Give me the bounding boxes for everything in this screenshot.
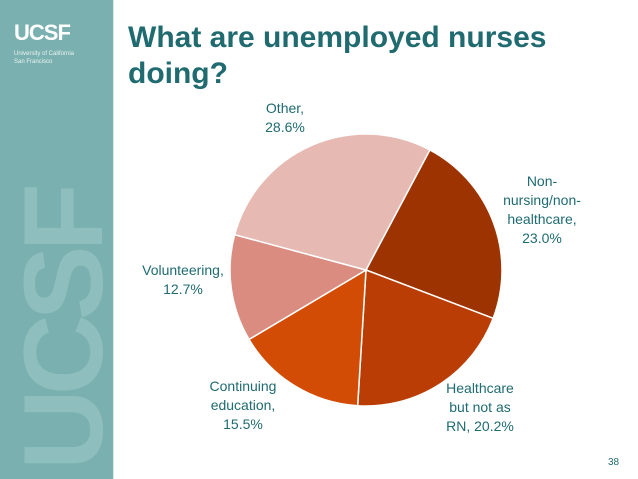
slice-label: Continuing education, 15.5% [210,378,277,432]
slide-title: What are unemployed nurses doing? [128,21,547,90]
ucsf-logo: UCSF University of California San Franci… [14,22,74,66]
logo-mark: UCSF [14,20,71,45]
page-number: 38 [608,457,620,468]
slice-label: Other, 28.6% [265,100,305,135]
brand-sidebar: UCSF University of California San Franci… [0,0,113,479]
logo-subtitle-line-1: University of California [14,51,75,57]
logo-subtitle-line-2: San Francisco [14,59,53,65]
pie-slice [364,148,503,320]
pie-slice [356,268,495,407]
pie-labels: Non-nursing/non-healthcare, 23.0% Healthca… [142,100,581,434]
slice-label: Healthcare but not as RN, 20.2% [446,380,514,434]
slice-label: Volunteering, 12.7% [142,262,224,297]
pie-slice [248,268,367,407]
pie-slices [229,133,503,407]
slice-label: Non-nursing/non-healthcare, 23.0% [503,173,581,246]
pie-slice [233,133,431,271]
sidebar-divider [113,0,114,479]
